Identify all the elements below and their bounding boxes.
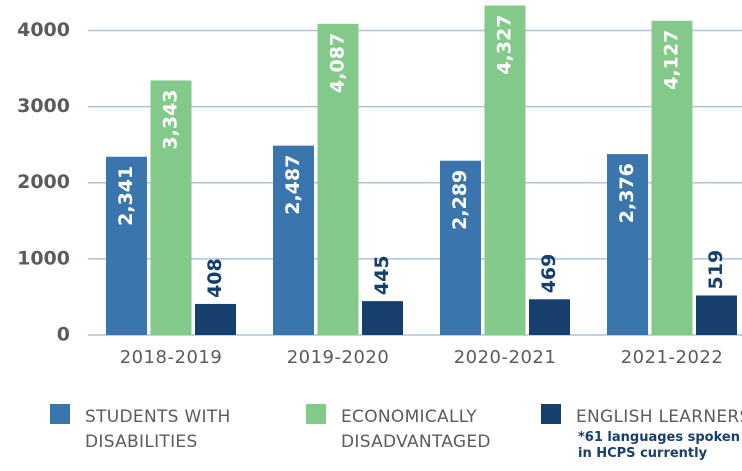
- value-label: 4,327: [494, 15, 516, 75]
- bar: [195, 303, 236, 335]
- y-tick-label: 4000: [17, 19, 70, 41]
- value-label: 445: [371, 255, 393, 295]
- bar: [607, 154, 648, 335]
- bar: [651, 20, 693, 336]
- x-tick-label: 2021-2022: [621, 347, 724, 368]
- bar: [696, 295, 737, 335]
- y-tick-label: 1000: [17, 247, 70, 269]
- bar: [440, 160, 481, 335]
- x-tick-label: 2020-2021: [454, 347, 557, 368]
- bar: [317, 23, 359, 335]
- y-tick-label: 2000: [17, 171, 70, 193]
- value-label: 2,289: [449, 170, 471, 230]
- bar: [106, 156, 147, 335]
- note: *61 languages spoken in HCPS currently: [578, 430, 740, 461]
- bar: [484, 5, 526, 336]
- y-tick-label: 3000: [17, 95, 70, 117]
- value-label: 4,087: [327, 33, 349, 93]
- value-label: 519: [705, 250, 727, 290]
- legend-label: ECONOMICALLY DISADVANTAGED: [341, 407, 491, 452]
- y-tick-label: 0: [57, 324, 70, 346]
- bar: [150, 80, 192, 335]
- legend-label: ENGLISH LEARNERS: [576, 407, 742, 427]
- value-label: 3,343: [160, 89, 182, 149]
- value-label: 469: [538, 254, 560, 294]
- legend-swatch: [50, 404, 70, 424]
- value-label: 408: [204, 258, 226, 298]
- value-label: 2,341: [115, 166, 137, 226]
- bar: [362, 301, 403, 335]
- value-label: 2,487: [282, 155, 304, 215]
- bar: [273, 145, 314, 335]
- legend-label: STUDENTS WITH DISABILITIES: [85, 407, 231, 452]
- value-label: 4,127: [661, 30, 683, 90]
- value-label: 2,376: [616, 163, 638, 223]
- legend-swatch: [306, 404, 326, 424]
- bar: [529, 299, 570, 335]
- x-tick-label: 2019-2020: [287, 347, 390, 368]
- x-tick-label: 2018-2019: [120, 347, 223, 368]
- legend-swatch: [541, 404, 561, 424]
